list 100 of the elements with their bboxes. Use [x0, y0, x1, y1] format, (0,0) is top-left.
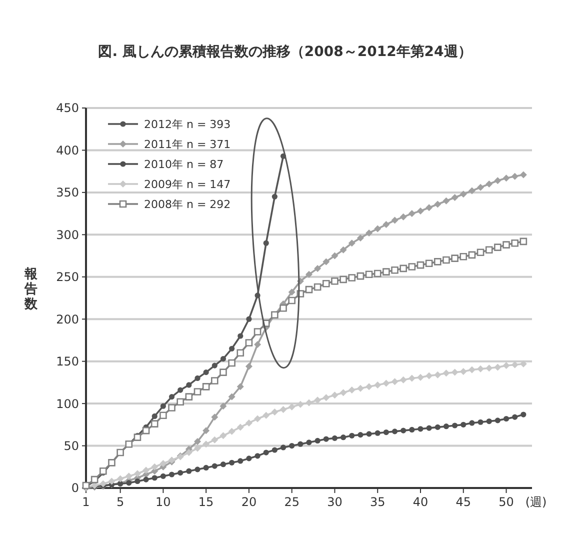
point — [211, 377, 218, 384]
point — [400, 428, 406, 434]
point — [245, 339, 253, 346]
point — [408, 210, 416, 218]
point — [400, 213, 407, 220]
point — [178, 470, 184, 476]
y-tick-label: 100 — [56, 396, 79, 411]
point — [434, 371, 442, 378]
point — [142, 426, 150, 434]
point — [314, 438, 320, 444]
point — [391, 378, 398, 386]
point — [125, 472, 132, 480]
point — [126, 480, 132, 486]
point — [254, 328, 262, 336]
point — [314, 283, 322, 291]
point — [323, 436, 329, 442]
point — [494, 418, 500, 424]
point — [452, 422, 458, 428]
point — [340, 246, 347, 254]
point — [220, 402, 227, 410]
point — [486, 364, 493, 372]
point — [168, 472, 175, 478]
point — [451, 254, 458, 262]
point — [228, 428, 236, 435]
point — [494, 177, 502, 184]
y-tick-label: 350 — [56, 186, 79, 200]
point — [238, 333, 244, 339]
point — [511, 239, 518, 247]
point — [340, 389, 347, 396]
point — [382, 268, 390, 276]
point — [211, 414, 218, 421]
x-tick-label: 40 — [412, 495, 428, 509]
point — [263, 450, 269, 456]
point — [151, 463, 158, 470]
point — [468, 251, 476, 259]
point — [90, 476, 98, 484]
point — [331, 392, 338, 399]
point — [134, 434, 142, 441]
point — [263, 240, 269, 246]
point — [168, 394, 175, 400]
point — [468, 366, 476, 374]
point — [160, 403, 166, 409]
legend-label: 2009年 n = 147 — [144, 178, 231, 191]
point — [203, 464, 209, 471]
point — [212, 362, 218, 368]
point — [356, 384, 364, 392]
point — [366, 229, 373, 236]
point — [511, 361, 518, 368]
point — [408, 263, 416, 270]
point — [298, 441, 304, 447]
point — [426, 425, 432, 431]
point — [236, 424, 244, 431]
point — [442, 370, 450, 377]
x-tick-label: 10 — [156, 495, 171, 509]
point — [512, 414, 518, 420]
x-tick-label: 20 — [241, 495, 257, 509]
legend-label: 2010年 n = 87 — [144, 158, 224, 171]
y-tick-label: 50 — [64, 438, 79, 453]
point — [246, 456, 252, 462]
point — [142, 466, 150, 474]
point — [288, 296, 296, 304]
point — [332, 435, 338, 441]
point — [322, 258, 330, 266]
point — [494, 244, 502, 251]
point — [262, 412, 270, 419]
point — [202, 383, 210, 390]
x-tick-label: 45 — [456, 495, 472, 509]
point — [202, 440, 210, 448]
point — [185, 449, 192, 456]
point — [194, 388, 202, 396]
y-axis-title: 報告数 — [24, 267, 38, 312]
point — [220, 368, 227, 376]
point — [426, 372, 433, 380]
point — [400, 264, 407, 272]
point — [134, 478, 140, 484]
point — [306, 440, 312, 446]
point — [160, 473, 166, 479]
point — [152, 413, 158, 420]
point — [348, 240, 356, 247]
point — [272, 194, 278, 200]
x-tick-label: 1 — [82, 495, 90, 509]
x-tick-label: 30 — [327, 495, 342, 509]
point — [212, 463, 218, 469]
point — [477, 365, 484, 372]
point — [306, 270, 312, 278]
point — [348, 386, 356, 394]
point — [468, 187, 476, 194]
x-tick-label: 5 — [116, 495, 124, 509]
legend-label: 2011年 n = 371 — [144, 138, 231, 151]
point — [245, 419, 252, 426]
point — [246, 316, 252, 322]
point — [451, 368, 458, 376]
y-tick-label: 450 — [56, 101, 79, 116]
point — [194, 375, 200, 382]
point — [178, 387, 184, 393]
point — [176, 398, 184, 406]
point — [236, 349, 244, 357]
y-tick-label: 150 — [56, 354, 79, 369]
point — [460, 422, 466, 428]
legend-label: 2012年 n = 393 — [144, 118, 231, 131]
